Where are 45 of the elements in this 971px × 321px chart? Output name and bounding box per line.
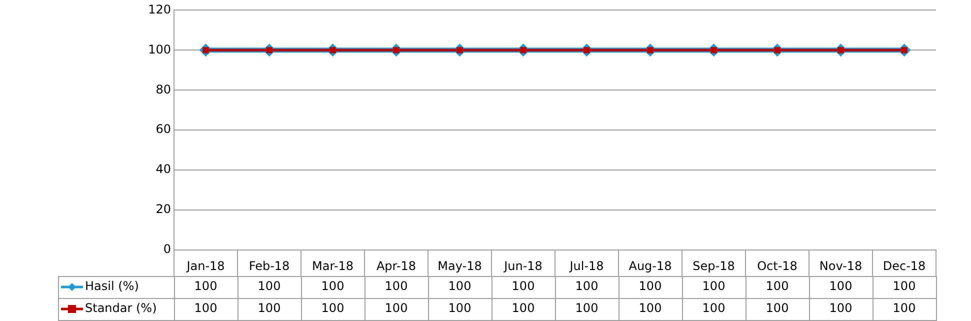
data-label: 100 bbox=[638, 301, 662, 316]
x-tick-label: Dec-18 bbox=[882, 259, 926, 274]
x-tick-label: May-18 bbox=[438, 259, 482, 274]
x-tick-label: Mar-18 bbox=[312, 259, 354, 274]
data-label: 100 bbox=[258, 301, 281, 316]
y-tick-label: 120 bbox=[148, 2, 171, 16]
x-tick-label: Jun-18 bbox=[503, 259, 542, 274]
x-tick-label: Sep-18 bbox=[692, 259, 735, 274]
y-tick-label: 20 bbox=[156, 202, 171, 216]
x-tick-label: Feb-18 bbox=[248, 259, 290, 274]
data-label: 100 bbox=[575, 301, 598, 316]
data-label: 100 bbox=[766, 279, 789, 294]
data-label: 100 bbox=[892, 301, 916, 316]
y-tick-label: 40 bbox=[156, 162, 171, 176]
data-label: 100 bbox=[575, 279, 598, 294]
data-label: 100 bbox=[702, 279, 726, 294]
data-label: 100 bbox=[321, 279, 344, 294]
data-label: 100 bbox=[258, 279, 281, 294]
data-label: 100 bbox=[892, 279, 916, 294]
data-label: 100 bbox=[384, 301, 408, 316]
y-tick-label: 80 bbox=[156, 82, 171, 96]
legend-label: Standar (%) bbox=[85, 301, 157, 316]
data-label: 100 bbox=[829, 301, 852, 316]
x-tick-label: Oct-18 bbox=[757, 259, 798, 274]
x-tick-label: Aug-18 bbox=[628, 259, 672, 274]
data-label: 100 bbox=[829, 279, 852, 294]
data-label: 100 bbox=[702, 301, 726, 316]
data-label: 100 bbox=[321, 301, 344, 316]
y-tick-label: 60 bbox=[156, 122, 171, 136]
y-tick-label: 0 bbox=[163, 242, 171, 256]
x-tick-label: Jul-18 bbox=[568, 259, 604, 274]
x-tick-label: Apr-18 bbox=[376, 259, 416, 274]
legend-label: Hasil (%) bbox=[85, 279, 139, 294]
data-label: 100 bbox=[766, 301, 789, 316]
data-label: 100 bbox=[448, 279, 472, 294]
data-label: 100 bbox=[384, 279, 408, 294]
x-tick-label: Nov-18 bbox=[819, 259, 862, 274]
data-label: 100 bbox=[194, 279, 218, 294]
data-label: 100 bbox=[638, 279, 662, 294]
y-tick-label: 100 bbox=[148, 42, 171, 56]
x-tick-label: Jan-18 bbox=[186, 259, 225, 274]
data-label: 100 bbox=[512, 301, 535, 316]
data-label: 100 bbox=[512, 279, 535, 294]
data-label: 100 bbox=[194, 301, 218, 316]
data-label: 100 bbox=[448, 301, 472, 316]
